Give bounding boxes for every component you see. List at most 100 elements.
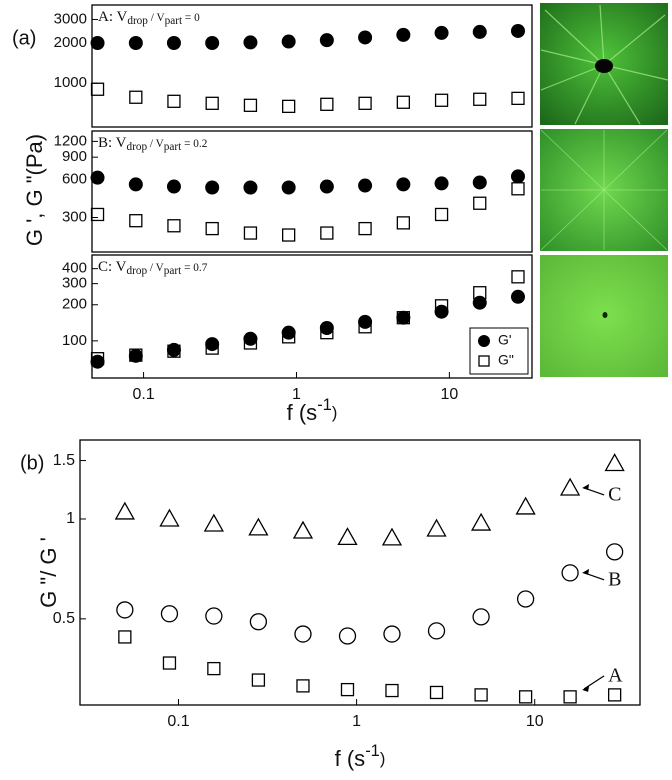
point: [205, 337, 219, 351]
legend-label: G': [498, 332, 512, 348]
point: [283, 229, 295, 241]
text-part: A: V: [98, 9, 127, 25]
point: [243, 332, 257, 346]
series-label: B: [608, 568, 621, 590]
point: [243, 35, 257, 49]
point: [435, 26, 449, 40]
y-tick-label: 900: [62, 148, 87, 165]
legend-marker: [478, 335, 490, 347]
panel-label: (a): [12, 27, 36, 49]
point: [249, 519, 267, 535]
point: [429, 623, 445, 639]
point: [472, 514, 490, 530]
point: [282, 326, 296, 340]
point: [91, 36, 105, 50]
text-part: = 0.7: [181, 262, 207, 274]
point: [91, 171, 105, 185]
point: [163, 657, 175, 669]
point: [384, 626, 400, 642]
point: [473, 25, 487, 39]
text-part: part: [165, 15, 183, 27]
y-tick-label: 1: [66, 510, 75, 527]
page: {"chart_data": [ {"type": "scatter", "pa…: [0, 0, 672, 780]
text-part: drop: [126, 141, 147, 153]
point: [206, 97, 218, 109]
point: [129, 36, 143, 50]
text-part: drop: [126, 265, 147, 277]
point: [512, 271, 524, 283]
y-tick-label: 1200: [54, 132, 87, 149]
figure: 100020003000A: Vdrop / Vpart = 0(a)30060…: [0, 0, 672, 780]
y-tick-label: 200: [62, 296, 87, 313]
point: [92, 83, 104, 95]
x-axis-label: f (s-1): [287, 396, 338, 424]
y-tick-label: 1.5: [53, 452, 75, 469]
text-part: ): [380, 750, 386, 768]
point: [358, 315, 372, 329]
point: [250, 614, 266, 630]
point: [167, 36, 181, 50]
point: [297, 680, 309, 692]
text-part: B: V: [98, 135, 127, 151]
point: [244, 99, 256, 111]
series-label: C: [608, 484, 621, 506]
point: [436, 208, 448, 220]
point: [473, 609, 489, 625]
point: [244, 227, 256, 239]
point: [517, 498, 535, 514]
text-part: -1: [365, 742, 380, 760]
point: [511, 169, 525, 183]
point: [609, 689, 621, 701]
point: [160, 510, 178, 526]
point: [359, 97, 371, 109]
point: [512, 183, 524, 195]
point: [564, 691, 576, 703]
text-part: ): [332, 404, 338, 422]
point: [282, 35, 296, 49]
point: [161, 606, 177, 622]
point: [358, 30, 372, 44]
text-part: / V: [147, 262, 164, 274]
y-tick-label: 300: [62, 208, 87, 225]
arrow-head: [582, 569, 589, 575]
photo-b: [540, 129, 668, 251]
point: [607, 544, 623, 560]
point: [130, 215, 142, 227]
point: [606, 454, 624, 470]
y-tick-label: 2000: [54, 34, 87, 51]
x-tick-label: 1: [352, 713, 361, 730]
point: [396, 28, 410, 42]
point: [520, 691, 532, 703]
point: [91, 355, 105, 369]
point: [205, 181, 219, 195]
point: [320, 33, 334, 47]
y-tick-label: 100: [62, 332, 87, 349]
panel-annotation: A: Vdrop / Vpart = 0: [98, 9, 200, 26]
point: [386, 685, 398, 697]
point: [339, 628, 355, 644]
point: [475, 689, 487, 701]
photo-c: [540, 255, 668, 377]
text-part: f (s: [287, 400, 318, 425]
point: [168, 220, 180, 232]
point: [435, 176, 449, 190]
point: [168, 95, 180, 107]
y-tick-label: 0.5: [53, 610, 75, 627]
panel-annotation: B: Vdrop / Vpart = 0.2: [98, 135, 207, 152]
y-tick-label: 300: [62, 275, 87, 292]
y-tick-label: 1000: [54, 74, 87, 91]
point: [320, 321, 334, 335]
point: [397, 96, 409, 108]
point: [129, 177, 143, 191]
point: [474, 93, 486, 105]
point: [283, 100, 295, 112]
legend-label: G": [498, 352, 514, 368]
point: [396, 177, 410, 191]
text-part: part: [164, 265, 182, 277]
point: [294, 522, 312, 538]
text-part: f (s: [335, 746, 366, 771]
panel-label: (b): [20, 452, 44, 474]
x-tick-label: 10: [440, 386, 458, 403]
y-axis-label: G "/ G ': [36, 537, 61, 608]
point: [511, 24, 525, 38]
